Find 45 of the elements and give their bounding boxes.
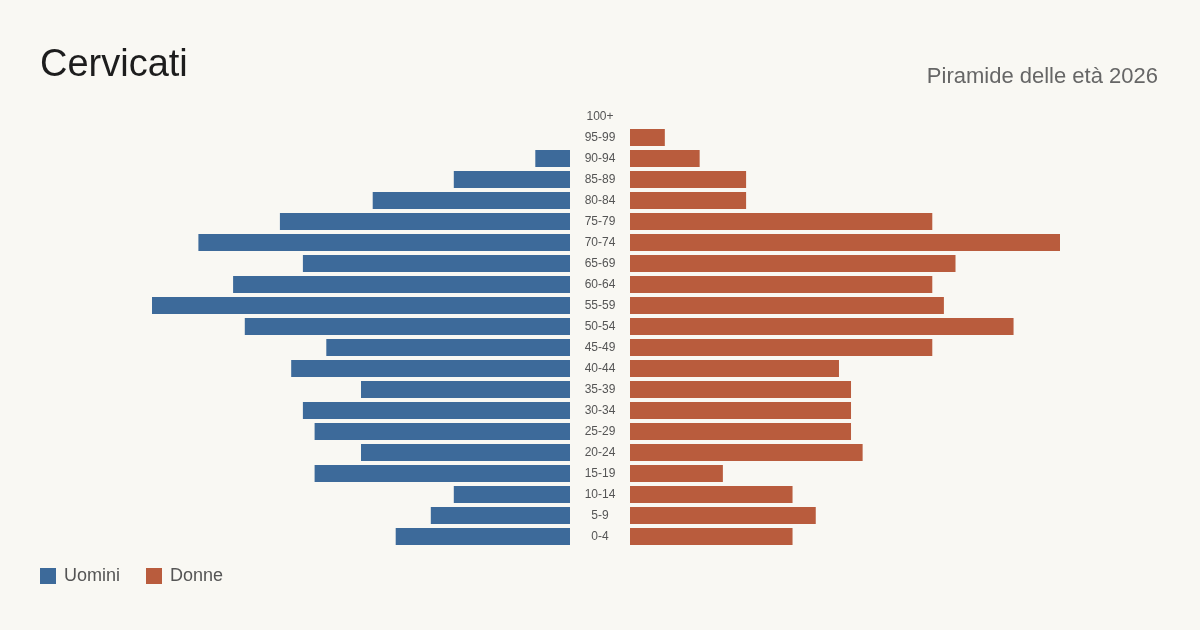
y-tick-label: 20-24: [584, 444, 616, 459]
bar: [630, 150, 700, 167]
y-tick-label: 15-19: [584, 465, 616, 480]
bar: [630, 465, 723, 482]
bar: [630, 423, 852, 440]
y-tick-label: 90-94: [584, 150, 616, 165]
y-tick-label: 75-79: [584, 213, 616, 228]
bar: [630, 276, 933, 293]
bar: [630, 297, 944, 314]
y-tick-label: 70-74: [584, 234, 616, 249]
y-tick-label: 35-39: [584, 381, 616, 396]
y-tick-label: 60-64: [584, 276, 616, 291]
bar: [630, 129, 665, 146]
y-tick-label: 0-4: [591, 528, 609, 543]
bar: [630, 486, 793, 503]
y-tick-label: 40-44: [584, 360, 616, 375]
bar: [630, 234, 1060, 251]
y-tick-label: 10-14: [584, 486, 616, 501]
bar: [630, 402, 852, 419]
legend-label: Donne: [170, 565, 224, 586]
y-tick-label: 30-34: [584, 402, 616, 417]
y-tick-label: 55-59: [584, 297, 616, 312]
y-tick-label: 5-9: [591, 507, 609, 522]
bar: [630, 339, 933, 356]
legend-label: Uomini: [64, 565, 121, 586]
y-tick-label: 45-49: [584, 339, 616, 354]
y-tick-label: 80-84: [584, 192, 616, 207]
y-tick-label: 65-69: [584, 255, 616, 270]
chart-subtitle: Piramide delle età 2026: [926, 63, 1158, 89]
bar: [630, 255, 956, 272]
bar: [630, 381, 852, 398]
bar: [630, 171, 747, 188]
y-tick-label: 95-99: [584, 129, 616, 144]
bar: [630, 192, 747, 209]
y-tick-label: 100+: [586, 108, 614, 123]
y-tick-label: 50-54: [584, 318, 616, 333]
bar: [630, 444, 863, 461]
y-tick-label: 25-29: [584, 423, 616, 438]
y-tick-label: 85-89: [584, 171, 616, 186]
bar: [630, 360, 839, 377]
bar: [630, 528, 793, 545]
chart-title: Cervicati: [40, 42, 188, 85]
bar: [630, 213, 933, 230]
bar: [630, 318, 1014, 335]
bar: [630, 507, 816, 524]
